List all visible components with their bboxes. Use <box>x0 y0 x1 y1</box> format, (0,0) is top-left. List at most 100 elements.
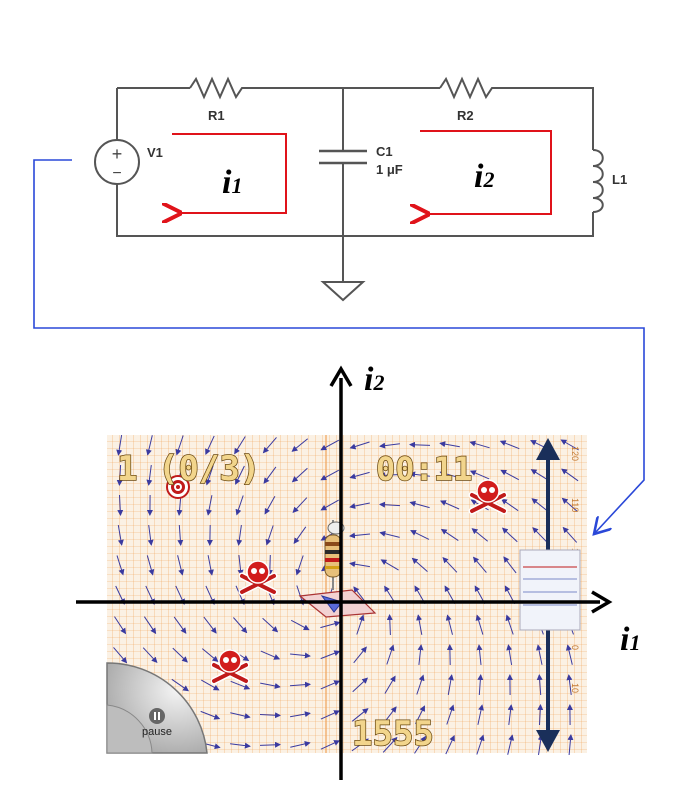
field-arrow <box>352 677 369 693</box>
field-arrow <box>416 674 425 695</box>
field-arrow <box>415 705 425 725</box>
loop-label-i1-symbol: i <box>222 164 232 201</box>
field-arrow <box>263 466 277 484</box>
field-arrow <box>290 619 310 631</box>
label-r1: R1 <box>208 108 225 123</box>
field-arrow <box>116 435 123 456</box>
field-arrow <box>447 674 454 695</box>
field-arrow <box>349 441 370 450</box>
field-arrow <box>351 738 369 752</box>
current-slider[interactable] <box>519 438 581 752</box>
field-arrow <box>409 441 431 448</box>
field-arrow <box>562 526 578 543</box>
loop-arrow-i1 <box>172 133 287 213</box>
field-arrow <box>116 555 125 576</box>
field-arrow <box>380 559 399 571</box>
slider-arrow-down-icon[interactable] <box>536 730 560 752</box>
field-arrow <box>439 470 460 479</box>
field-arrow <box>349 532 371 539</box>
wire-left-lower <box>116 184 594 237</box>
field-arrow <box>172 647 188 663</box>
label-l1: L1 <box>612 172 627 187</box>
skull-icon <box>468 479 508 515</box>
field-arrow <box>177 524 184 546</box>
field-arrow <box>143 616 157 635</box>
axis-label-i1: i1 <box>620 621 640 658</box>
axis-y-arrowhead <box>329 365 353 387</box>
grid-number-0: 0 <box>570 645 580 650</box>
field-arrow <box>409 500 430 509</box>
label-c1: C1 <box>376 144 393 159</box>
field-arrow <box>476 734 485 755</box>
field-arrow <box>207 555 214 576</box>
field-arrow <box>536 644 543 665</box>
field-arrow <box>440 528 459 542</box>
field-arrow <box>320 620 341 629</box>
field-arrow <box>265 525 274 546</box>
field-arrow <box>147 525 154 546</box>
field-arrow <box>379 472 401 479</box>
field-arrow <box>142 647 158 664</box>
loop-label-i1: i1 <box>222 164 242 201</box>
field-arrow <box>475 614 484 635</box>
field-arrow <box>235 465 245 485</box>
field-arrow <box>203 616 217 634</box>
field-arrow <box>503 556 517 574</box>
field-arrow <box>113 647 128 664</box>
field-arrow <box>146 465 153 486</box>
field-arrow <box>290 740 311 748</box>
field-arrow <box>290 652 311 659</box>
pause-icon-bar <box>158 712 160 720</box>
field-arrow <box>379 530 400 538</box>
pause-dial-inner <box>106 704 153 754</box>
field-arrow <box>476 644 483 665</box>
skull-icon <box>210 649 250 685</box>
field-arrow <box>505 614 514 635</box>
field-arrow <box>501 527 518 543</box>
field-arrow <box>320 469 340 481</box>
field-arrow <box>414 735 427 754</box>
loop-label-i2-subscript: 2 <box>482 167 494 192</box>
field-arrow <box>561 468 579 482</box>
field-arrow <box>532 527 548 543</box>
axis-label-i2-symbol: i <box>364 361 374 398</box>
field-arrow <box>230 712 251 720</box>
loop-arrow-i2 <box>420 130 552 214</box>
field-arrow <box>320 710 341 720</box>
field-arrow <box>230 680 251 690</box>
axis-label-i2-subscript: 2 <box>372 370 384 395</box>
field-arrow <box>200 710 221 720</box>
field-arrow <box>266 554 273 576</box>
field-arrow <box>537 704 544 726</box>
field-arrow <box>379 501 401 508</box>
field-arrow <box>530 469 549 481</box>
resistor-r1 <box>189 76 245 100</box>
field-arrow <box>236 525 243 546</box>
pause-label[interactable]: pause <box>142 726 172 738</box>
connector-line <box>33 159 645 534</box>
field-arrow <box>206 495 213 516</box>
field-arrow <box>477 704 484 725</box>
slider-arrow-up-icon[interactable] <box>536 438 560 460</box>
slider-handle[interactable] <box>519 549 581 631</box>
field-arrow <box>145 435 153 456</box>
pause-dial[interactable]: pause <box>106 662 208 754</box>
field-arrow <box>507 704 514 725</box>
field-arrow <box>117 525 124 546</box>
field-arrow <box>383 706 397 724</box>
field-arrow <box>230 742 251 749</box>
field-arrow <box>561 497 578 512</box>
label-r2: R2 <box>457 108 474 123</box>
field-arrow <box>439 441 460 448</box>
phase-axes: i2 i1 <box>76 361 640 780</box>
label-c1-value: 1 μF <box>376 162 403 177</box>
field-arrow <box>171 678 190 692</box>
field-arrow <box>237 555 244 576</box>
axis-label-i1-symbol: i <box>620 621 630 658</box>
field-arrow <box>114 616 127 635</box>
field-arrow <box>442 556 458 573</box>
pause-icon[interactable] <box>149 708 165 724</box>
axis-x-arrowhead <box>591 590 613 614</box>
field-arrow <box>320 740 341 750</box>
